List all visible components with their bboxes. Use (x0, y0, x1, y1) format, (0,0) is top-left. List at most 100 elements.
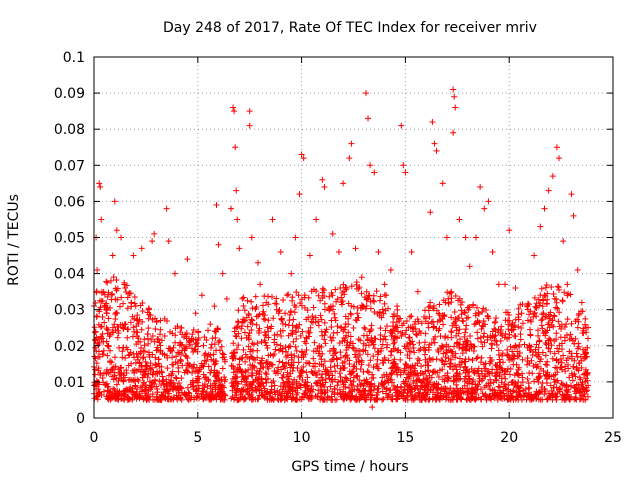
scatter-point (356, 389, 363, 396)
scatter-point (270, 315, 277, 322)
scatter-point (553, 299, 560, 306)
scatter-point (453, 376, 460, 383)
scatter-point (404, 396, 411, 403)
scatter-point (273, 341, 280, 348)
scatter-point (189, 331, 196, 338)
scatter-point (260, 364, 267, 371)
scatter-point (512, 285, 519, 292)
scatter-point (517, 336, 524, 343)
scatter-point (540, 367, 547, 374)
scatter-point (109, 324, 116, 331)
scatter-point (215, 241, 222, 248)
scatter-point (284, 369, 291, 376)
scatter-point (288, 356, 295, 363)
scatter-point (254, 376, 261, 383)
scatter-point (344, 393, 351, 400)
scatter-point (358, 274, 365, 281)
scatter-point (406, 313, 413, 320)
scatter-point (375, 248, 382, 255)
scatter-point (499, 395, 506, 402)
scatter-point (104, 293, 111, 300)
scatter-point (457, 301, 464, 308)
scatter-point (96, 297, 103, 304)
scatter-point (562, 393, 569, 400)
scatter-point (573, 350, 580, 357)
scatter-point (551, 313, 558, 320)
scatter-point (354, 373, 361, 380)
scatter-point (262, 370, 269, 377)
scatter-point (248, 391, 255, 398)
scatter-point (356, 351, 363, 358)
scatter-point (489, 248, 496, 255)
scatter-point (548, 342, 555, 349)
scatter-point (239, 295, 246, 302)
scatter-point (283, 353, 290, 360)
scatter-point (192, 341, 199, 348)
scatter-point (481, 393, 488, 400)
scatter-point (172, 374, 179, 381)
scatter-point (405, 343, 412, 350)
scatter-point (370, 297, 377, 304)
scatter-point (235, 396, 242, 403)
scatter-point (132, 382, 139, 389)
scatter-point (216, 337, 223, 344)
scatter-point (243, 379, 250, 386)
scatter-point (271, 382, 278, 389)
scatter-point (439, 180, 446, 187)
scatter-point (106, 390, 113, 397)
scatter-point (131, 300, 138, 307)
scatter-point (351, 351, 358, 358)
scatter-point (289, 327, 296, 334)
scatter-point (335, 248, 342, 255)
scatter-point (476, 319, 483, 326)
scatter-point (163, 205, 170, 212)
scatter-point (343, 375, 350, 382)
scatter-point (552, 371, 559, 378)
scatter-point (125, 394, 132, 401)
scatter-point (492, 318, 499, 325)
scatter-point (334, 356, 341, 363)
scatter-point (289, 294, 296, 301)
scatter-point (532, 346, 539, 353)
scatter-point (437, 393, 444, 400)
scatter-point (167, 396, 174, 403)
scatter-point (300, 155, 307, 162)
scatter-point (454, 370, 461, 377)
scatter-point (105, 315, 112, 322)
scatter-point (254, 340, 261, 347)
scatter-point (117, 234, 124, 241)
scatter-point (490, 393, 497, 400)
scatter-point (212, 328, 219, 335)
scatter-point (291, 376, 298, 383)
scatter-point (249, 382, 256, 389)
scatter-point (360, 346, 367, 353)
scatter-point (577, 389, 584, 396)
scatter-point (365, 115, 372, 122)
scatter-point (356, 377, 363, 384)
scatter-point (556, 155, 563, 162)
scatter-point (454, 389, 461, 396)
scatter-point (388, 365, 395, 372)
scatter-point (561, 324, 568, 331)
scatter-point (196, 375, 203, 382)
scatter-point (258, 357, 265, 364)
scatter-point (357, 394, 364, 401)
scatter-point (288, 330, 295, 337)
scatter-point (384, 341, 391, 348)
scatter-point (282, 321, 289, 328)
scatter-point (303, 340, 310, 347)
scatter-point (532, 303, 539, 310)
scatter-point (307, 387, 314, 394)
scatter-point (142, 358, 149, 365)
scatter-point (485, 368, 492, 375)
scatter-point (371, 308, 378, 315)
scatter-point (249, 321, 256, 328)
scatter-point (368, 394, 375, 401)
scatter-point (321, 358, 328, 365)
scatter-point (380, 310, 387, 317)
scatter-point (105, 383, 112, 390)
scatter-point (124, 334, 131, 341)
scatter-point (462, 326, 469, 333)
scatter-point (328, 396, 335, 403)
scatter-point (441, 313, 448, 320)
